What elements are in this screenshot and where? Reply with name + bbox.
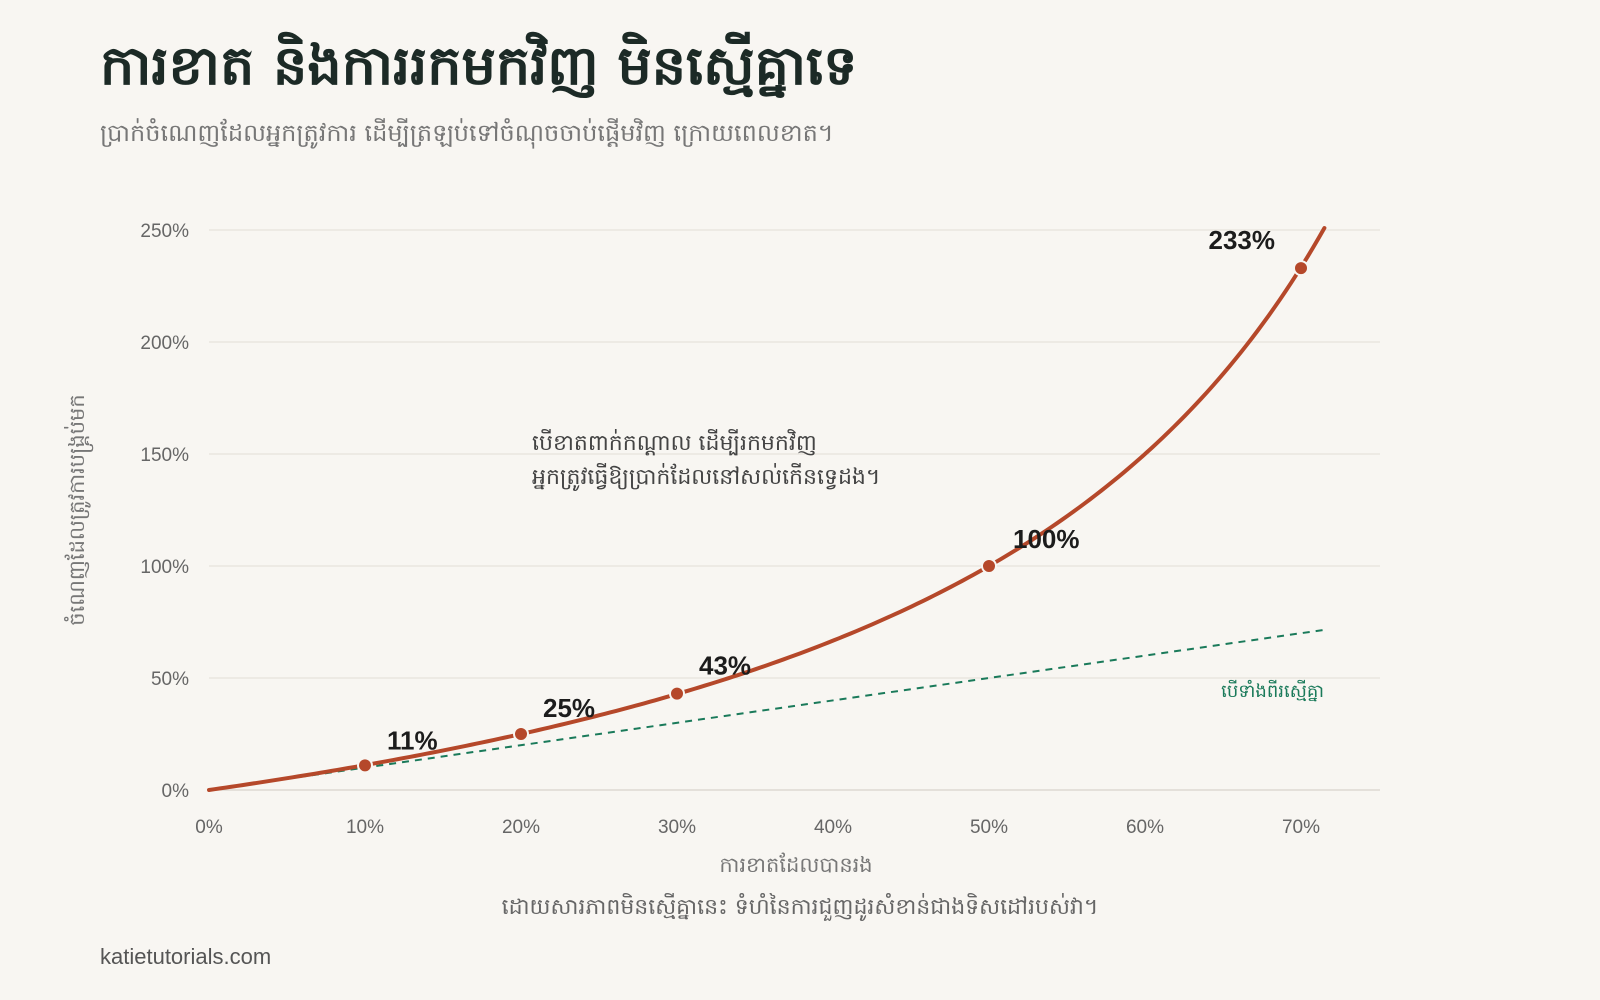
- y-tick-label: 150%: [140, 445, 189, 466]
- x-tick-label: 70%: [1282, 817, 1320, 838]
- x-tick-label: 10%: [346, 817, 384, 838]
- x-tick-label: 60%: [1126, 817, 1164, 838]
- y-tick-label: 250%: [140, 221, 189, 242]
- footer-site: katietutorials.com: [100, 944, 272, 969]
- annotation-line-1: បើខាតពាក់កណ្តាល ដើម្បីរកមកវិញ: [532, 429, 817, 456]
- data-point: [1293, 260, 1309, 277]
- x-tick-label: 50%: [970, 817, 1008, 838]
- data-point-label: 11%: [387, 725, 438, 755]
- x-axis-label: ការខាតដែលបានរង: [719, 852, 872, 877]
- series-lines: [207, 226, 1327, 792]
- y-tick-label: 100%: [140, 557, 189, 578]
- y-tick-label: 50%: [151, 669, 189, 690]
- x-axis-ticks: 0% 10% 20% 30% 40% 50% 60% 70%: [195, 817, 1320, 838]
- x-tick-label: 30%: [658, 817, 696, 838]
- data-point-label: 25%: [543, 693, 595, 723]
- data-point-label: 100%: [1013, 524, 1080, 554]
- equal-gain-loss-line: [208, 628, 1325, 791]
- data-point: [669, 685, 685, 702]
- y-axis-ticks: 0% 50% 100% 150% 200% 250%: [140, 221, 189, 802]
- highlighted-points: [357, 260, 1309, 774]
- annotation-line-2: អ្នកត្រូវធ្វើឱ្យប្រាក់ដែលនៅសល់កើនទ្វេដង។: [532, 463, 880, 491]
- recovery-curve: [207, 226, 1327, 792]
- chart-title: ការខាត និងការរកមកវិញ មិនស្មើគ្នាទេ: [100, 34, 858, 97]
- chart-subtitle: ប្រាក់ចំណេញដែលអ្នកត្រូវការ ដើម្បីត្រឡប់ទ…: [100, 119, 834, 147]
- x-tick-label: 20%: [502, 817, 540, 838]
- data-point: [981, 558, 997, 574]
- x-tick-label: 40%: [814, 817, 852, 838]
- y-tick-label: 200%: [140, 333, 189, 354]
- x-tick-label: 0%: [195, 817, 223, 838]
- data-point: [513, 726, 529, 742]
- grid-lines: [209, 229, 1380, 791]
- chart-caption: ដោយសារភាពមិនស្មើគ្នានេះ ទំហំនៃការជួញដូរស…: [502, 893, 1099, 921]
- y-tick-label: 0%: [162, 781, 190, 802]
- data-point-label: 43%: [699, 651, 751, 681]
- equal-line-label: បើទាំងពីរស្មើគ្នា: [1221, 679, 1324, 702]
- point-labels: 11% 25% 43% 100% 233%: [387, 225, 1275, 755]
- data-point: [357, 757, 373, 774]
- y-axis-label: ចំណេញដែលត្រូវការបង្គ្រប់មក: [64, 394, 94, 625]
- data-point-label: 233%: [1209, 225, 1276, 255]
